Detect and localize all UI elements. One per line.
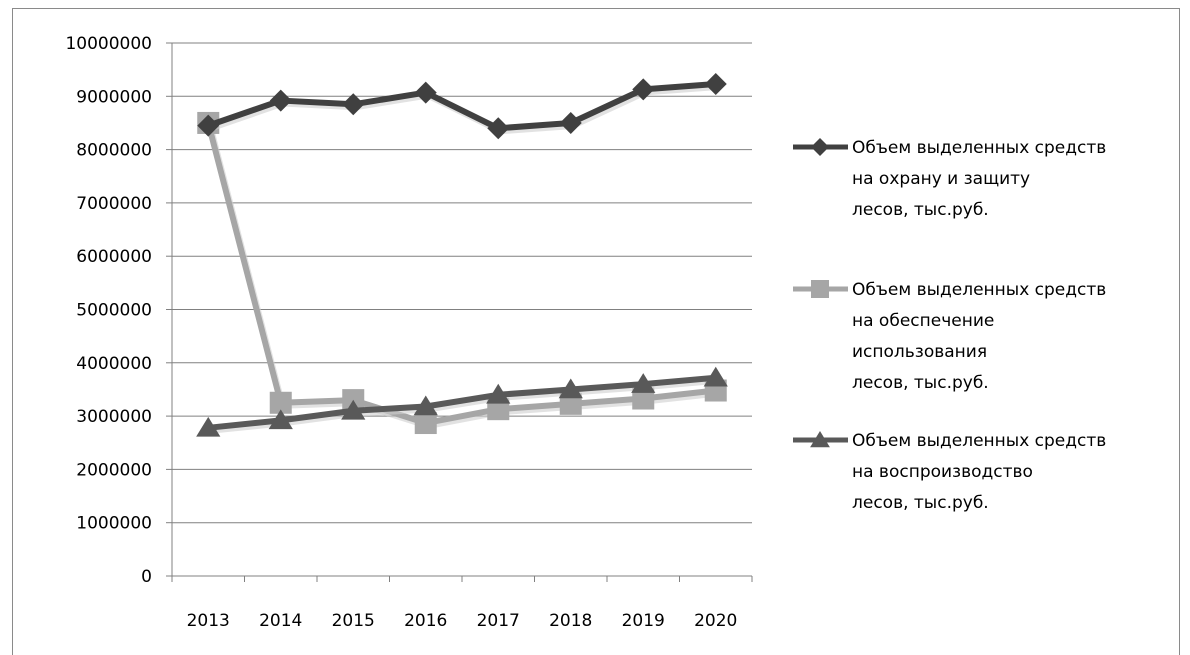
legend-label-2: Объем выделенных средств: [852, 280, 1106, 300]
series-3-point: [413, 395, 438, 416]
y-tick-label: 2000000: [76, 460, 152, 480]
legend-marker-1: [811, 138, 829, 156]
series-3-point: [268, 409, 293, 430]
series-2-point: [487, 398, 510, 421]
legend-label-3: лесов, тыс.руб.: [852, 493, 989, 513]
legend-label-1: Объем выделенных средств: [852, 138, 1106, 158]
y-tick-label: 0: [141, 567, 152, 587]
series-3-point: [558, 378, 583, 399]
series-1-point: [487, 117, 510, 140]
series-3-point: [341, 399, 366, 420]
y-tick-label: 8000000: [76, 141, 152, 161]
legend-label-2: использования: [852, 342, 987, 362]
series-3-point: [486, 383, 511, 404]
series-1-point: [342, 93, 365, 116]
x-tick-label: 2015: [332, 611, 375, 631]
series-3-point: [631, 373, 656, 393]
chart-frame: [12, 8, 1180, 655]
legend-label-2: лесов, тыс.руб.: [852, 373, 989, 393]
y-tick-label: 4000000: [76, 354, 152, 374]
series-line-shadow: [209, 377, 719, 434]
y-tick-label: 9000000: [76, 87, 152, 107]
legend-label-1: на охрану и защиту: [852, 169, 1030, 189]
series-3-point: [196, 416, 221, 437]
x-tick-label: 2019: [622, 611, 665, 631]
legend-label-3: на воспроизводство: [852, 462, 1033, 482]
x-tick-label: 2018: [549, 611, 592, 631]
y-tick-label: 10000000: [65, 34, 152, 54]
legend-marker-2: [811, 280, 829, 298]
series-1-point: [414, 81, 437, 104]
series-2-point: [559, 392, 582, 415]
x-tick-label: 2014: [259, 611, 302, 631]
series-2-point: [269, 391, 292, 414]
series-line-2: [205, 119, 719, 427]
series-1-point: [559, 111, 582, 134]
series-2-point: [414, 412, 437, 435]
legend-label-1: лесов, тыс.руб.: [852, 200, 989, 220]
legend-label-2: на обеспечение: [852, 311, 994, 331]
x-tick-label: 2017: [477, 611, 520, 631]
x-tick-label: 2016: [404, 611, 447, 631]
legend-marker-3: [810, 431, 830, 448]
x-tick-label: 2020: [694, 611, 737, 631]
series-1-point: [704, 73, 727, 96]
y-tick-label: 3000000: [76, 407, 152, 427]
legend-label-3: Объем выделенных средств: [852, 431, 1106, 451]
series-line-3: [205, 374, 719, 431]
series-1-point: [197, 114, 220, 137]
series-3-point: [703, 366, 728, 387]
series-2-point: [632, 387, 655, 410]
y-tick-label: 6000000: [76, 247, 152, 267]
y-tick-label: 5000000: [76, 301, 152, 321]
x-tick-label: 2013: [187, 611, 230, 631]
series-1-point: [269, 89, 292, 112]
y-tick-label: 7000000: [76, 194, 152, 214]
series-line-1: [205, 81, 719, 132]
y-tick-label: 1000000: [76, 514, 152, 534]
series-1-point: [632, 78, 655, 101]
